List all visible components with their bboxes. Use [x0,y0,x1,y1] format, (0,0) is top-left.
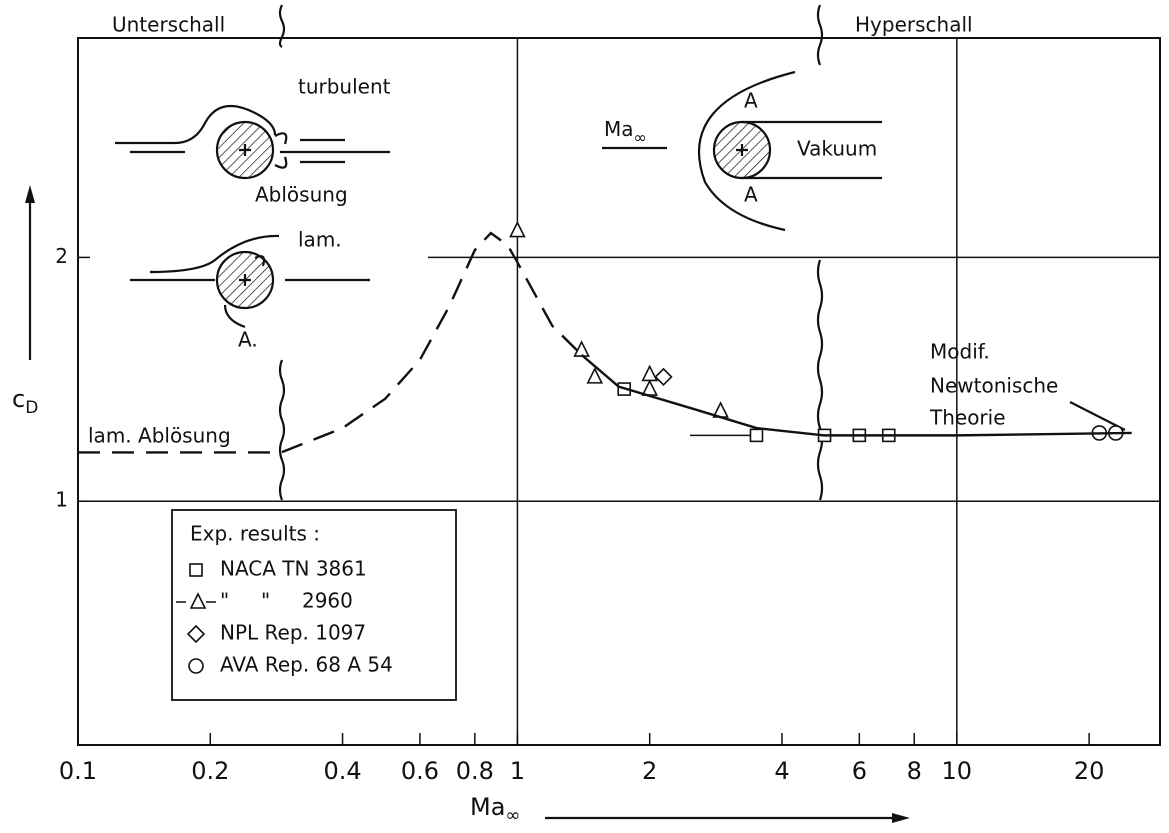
regime-label: Unterschall [112,13,225,37]
y-label-sub: D [25,398,38,418]
annotation: Vakuum [797,137,877,161]
annotation: A. [238,328,258,352]
page: {"chart_data": { "type": "scatter", "x_s… [0,0,1169,833]
x-tick-label: 4 [774,757,789,785]
x-label-text: Ma [470,793,505,821]
flow-label-text: Ma [604,117,634,141]
annotation: lam. [298,228,342,252]
x-tick-label: 20 [1074,757,1105,785]
legend-label: NACA TN 3861 [220,557,367,581]
marker-circle [189,659,203,673]
sketch-turbulent [115,106,390,178]
x-tick-label: 2 [642,757,657,785]
x-tick-label: 10 [942,757,973,785]
x-tick-label: 0.1 [59,757,97,785]
marker-square [750,429,762,441]
marker-square [190,564,202,576]
marker-triangle [643,381,657,395]
marker-diamond [655,369,671,385]
annotation: A [744,183,758,207]
x-tick-label: 1 [510,757,525,785]
x-tick-label: 0.8 [456,757,494,785]
annotation: Modif. [930,340,990,364]
marker-triangle [643,366,657,380]
y-arrowhead [25,185,35,203]
y-tick-label: 2 [55,244,68,268]
x-tick-label: 6 [852,757,867,785]
annotation: Theorie [929,406,1006,430]
regime-label: Hyperschall [855,13,973,37]
legend-label: AVA Rep. 68 A 54 [220,653,393,677]
y-axis-label: cD [12,385,38,418]
x-tick-label: 0.2 [191,757,229,785]
legend-label: " " 2960 [220,589,353,613]
x-arrowhead [892,813,910,823]
y-tick-label: 1 [55,488,68,512]
y-label-text: c [12,385,25,413]
legend-title: Exp. results : [190,522,320,546]
annotation: turbulent [298,75,391,99]
x-axis-label: Ma∞ [470,793,520,826]
curve [78,233,582,452]
annotation: lam. Ablösung [88,424,231,448]
marker-triangle [510,223,524,237]
x-tick-label: 8 [907,757,922,785]
x-label-sub: ∞ [505,805,520,826]
regime-boundary [818,5,822,500]
x-tick-label: 0.6 [401,757,439,785]
legend-label: NPL Rep. 1097 [220,621,366,645]
annotation: Newtonische [930,374,1058,398]
annotation: A [744,89,758,113]
flow-label: Ma∞ [604,117,647,147]
annotation: Ablösung [255,183,348,207]
x-tick-label: 0.4 [323,757,361,785]
flow-label-sub: ∞ [634,128,647,147]
regime-boundary [280,5,284,500]
chart: Unterschall Hyperschall turbulent Ablösu… [0,0,1169,833]
